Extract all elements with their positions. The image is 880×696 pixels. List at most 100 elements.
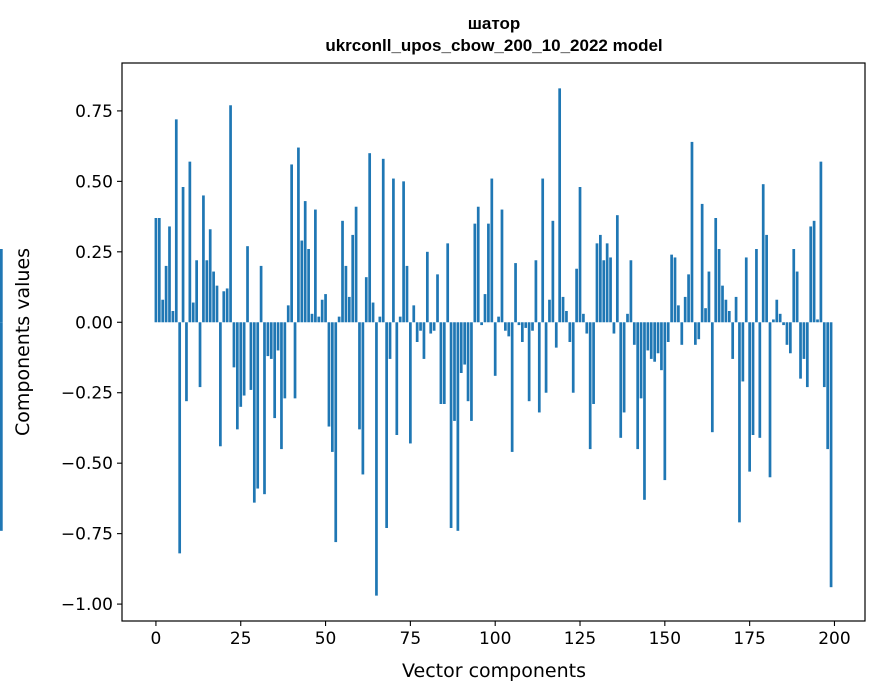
- bar: [704, 308, 707, 323]
- bar: [252, 322, 256, 503]
- bar: [558, 88, 562, 323]
- bar: [229, 105, 232, 323]
- bar: [772, 319, 775, 323]
- bar: [310, 313, 314, 323]
- bar: [483, 294, 487, 323]
- bar: [710, 322, 714, 433]
- bar: [602, 260, 606, 323]
- bar: [293, 322, 297, 399]
- x-tick-label: 100: [479, 629, 511, 649]
- bar: [782, 322, 785, 326]
- bar: [497, 316, 500, 323]
- x-tick-label: 0: [151, 629, 162, 649]
- bar: [585, 322, 589, 334]
- bar: [395, 322, 399, 435]
- bar: [751, 322, 755, 435]
- bar: [398, 316, 402, 323]
- y-tick-label: 0.25: [75, 243, 113, 263]
- bar: [683, 296, 687, 323]
- bar: [534, 260, 538, 323]
- bar: [0, 249, 3, 323]
- bar: [561, 296, 565, 323]
- bar: [677, 305, 680, 323]
- bar: [280, 322, 283, 450]
- bar: [649, 322, 653, 359]
- bar: [809, 226, 813, 323]
- bar: [480, 322, 483, 326]
- bar: [524, 322, 528, 328]
- bar: [755, 249, 758, 323]
- bar: [205, 260, 209, 323]
- bar: [626, 313, 629, 323]
- bar: [439, 322, 443, 404]
- bar: [358, 322, 361, 430]
- bar: [738, 322, 741, 523]
- x-tick-label: 25: [230, 629, 252, 649]
- bar: [351, 234, 355, 323]
- bar: [792, 249, 796, 323]
- bar: [656, 322, 660, 354]
- bar: [425, 251, 429, 323]
- bar: [789, 322, 792, 354]
- bar: [619, 322, 623, 438]
- bar: [246, 246, 249, 323]
- x-tick-label: 175: [733, 629, 765, 649]
- bar: [320, 299, 324, 323]
- bar: [582, 313, 585, 323]
- bar: [392, 178, 395, 323]
- bar: [646, 322, 650, 351]
- x-axis-ticks: 0 25 50 75 100 125 150 175 200: [151, 621, 851, 649]
- bar: [191, 302, 195, 323]
- bar: [829, 322, 833, 588]
- bar: [741, 322, 745, 382]
- bar: [330, 322, 334, 452]
- bar: [283, 322, 287, 399]
- bar: [174, 119, 178, 323]
- bar: [500, 209, 504, 323]
- bar: [388, 322, 392, 359]
- y-axis-label: Components values: [12, 248, 34, 436]
- bar: [487, 223, 490, 323]
- bar: [605, 243, 609, 323]
- bar: [266, 322, 270, 357]
- bar: [643, 322, 646, 500]
- bar: [592, 322, 595, 404]
- bar: [537, 322, 541, 413]
- bar: [680, 322, 684, 345]
- chart-subtitle: ukrconll_upos_cbow_200_10_2022 model: [325, 36, 662, 55]
- bar: [188, 161, 192, 323]
- bar: [429, 322, 433, 334]
- bar: [375, 322, 378, 596]
- bar: [405, 265, 409, 323]
- bar: [714, 218, 718, 323]
- bar: [768, 322, 772, 478]
- bar: [327, 322, 331, 427]
- y-tick-label: −1.00: [61, 595, 113, 615]
- bar: [249, 322, 253, 390]
- bar: [412, 305, 416, 323]
- bar: [317, 316, 321, 323]
- bar: [826, 322, 830, 450]
- x-tick-label: 125: [564, 629, 596, 649]
- bar: [402, 181, 405, 323]
- bar: [639, 322, 643, 399]
- bar: [219, 322, 222, 447]
- bar: [164, 265, 168, 323]
- bar: [707, 271, 711, 323]
- bar: [744, 257, 748, 323]
- bar: [269, 322, 273, 359]
- bar: [731, 322, 735, 359]
- bar: [473, 223, 477, 323]
- y-tick-label: 0.00: [75, 313, 113, 333]
- bar: [805, 322, 809, 388]
- x-axis-label: Vector components: [402, 660, 586, 682]
- bar: [215, 285, 219, 323]
- bar: [568, 322, 572, 342]
- bar: [666, 322, 670, 342]
- bar: [368, 153, 372, 323]
- bar: [615, 215, 619, 323]
- x-tick-label: 150: [649, 629, 681, 649]
- bar: [303, 201, 307, 323]
- bar: [212, 271, 215, 323]
- bar: [694, 322, 697, 345]
